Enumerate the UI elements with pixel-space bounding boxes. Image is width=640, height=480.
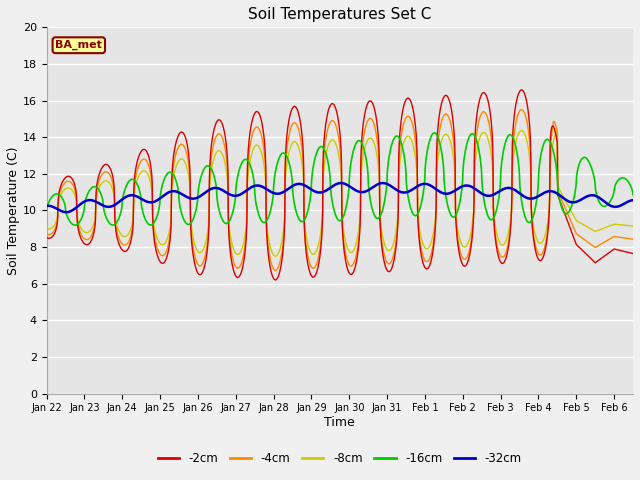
Y-axis label: Soil Temperature (C): Soil Temperature (C) — [7, 146, 20, 275]
Text: BA_met: BA_met — [56, 40, 102, 50]
X-axis label: Time: Time — [324, 416, 355, 429]
Title: Soil Temperatures Set C: Soil Temperatures Set C — [248, 7, 431, 22]
Legend: -2cm, -4cm, -8cm, -16cm, -32cm: -2cm, -4cm, -8cm, -16cm, -32cm — [153, 447, 527, 469]
